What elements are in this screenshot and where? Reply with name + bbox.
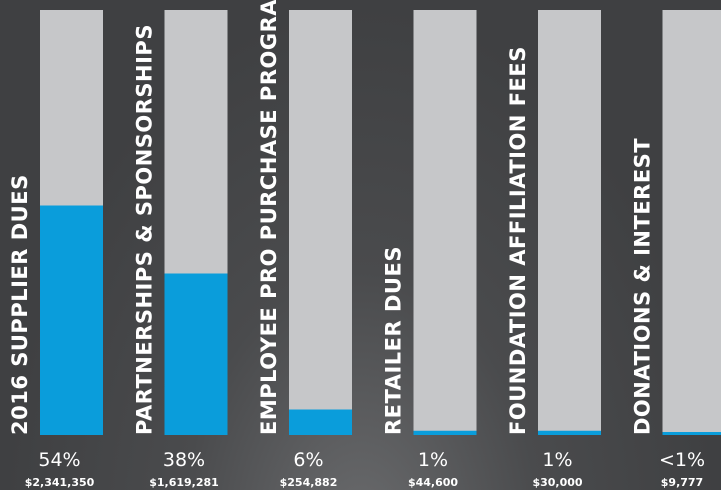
amount-label-4: $44,600 <box>408 476 458 489</box>
amount-label-1: $2,341,350 <box>25 476 95 489</box>
percent-label-6: <1% <box>659 449 705 471</box>
percent-label-1: 54% <box>38 449 80 471</box>
percent-label-4: 1% <box>418 449 448 471</box>
bar-track-4 <box>413 10 477 435</box>
amount-label-3: $254,882 <box>280 476 338 489</box>
bar-track-3 <box>289 10 352 435</box>
bar-fill-1 <box>40 205 103 435</box>
bar-track-5 <box>538 10 601 435</box>
percent-label-5: 1% <box>542 449 572 471</box>
category-label-4: RETAILER DUES <box>382 246 406 435</box>
bar-fill-6 <box>662 432 721 435</box>
category-label-1: 2016 SUPPLIER DUES <box>8 174 32 435</box>
category-label-3: EMPLOYEE PRO PURCHASE PROGRAM <box>257 0 281 435</box>
bar-fill-5 <box>538 430 601 435</box>
amount-label-2: $1,619,281 <box>149 476 219 489</box>
amount-label-6: $9,777 <box>661 476 703 489</box>
bar-track-6 <box>662 10 721 435</box>
category-label-5: FOUNDATION AFFILIATION FEES <box>506 46 530 435</box>
percent-label-2: 38% <box>163 449 205 471</box>
percent-label-3: 6% <box>293 449 323 471</box>
category-label-6: DONATIONS & INTEREST <box>631 138 655 435</box>
bar-fill-3 <box>289 409 352 435</box>
bar-fill-2 <box>164 273 228 435</box>
amount-label-5: $30,000 <box>532 476 582 489</box>
bar-fill-4 <box>413 430 477 435</box>
category-label-2: PARTNERSHIPS & SPONSORSHIPS <box>133 24 157 435</box>
